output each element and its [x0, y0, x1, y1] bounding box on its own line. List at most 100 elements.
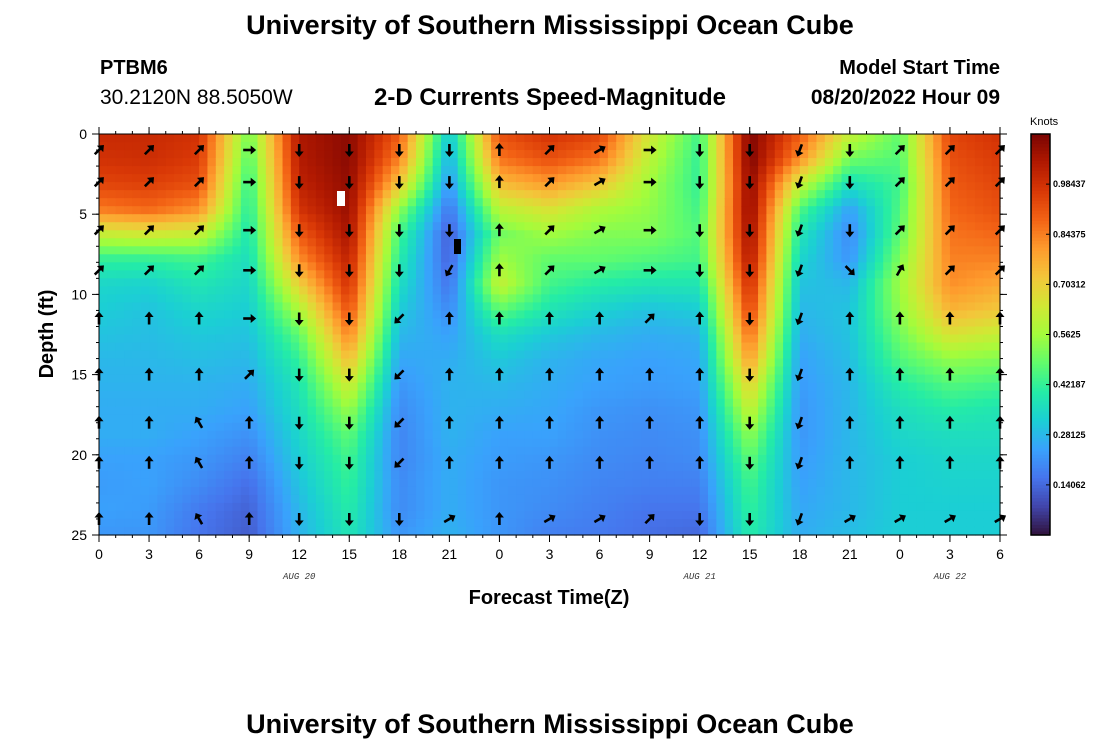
heatmap-cell	[190, 446, 200, 456]
heatmap-cell	[699, 254, 709, 263]
heatmap-cell	[833, 518, 843, 528]
heatmap-cell	[916, 470, 926, 480]
heatmap-cell	[174, 526, 184, 536]
heatmap-cell	[841, 462, 851, 472]
heatmap-cell	[774, 446, 784, 456]
heatmap-cell	[499, 134, 509, 143]
heatmap-cell	[165, 150, 175, 159]
heatmap-cell	[574, 334, 584, 344]
heatmap-cell	[616, 510, 626, 520]
heatmap-cell	[716, 294, 726, 304]
heatmap-cell	[140, 190, 150, 199]
heatmap-cell	[207, 262, 217, 271]
heatmap-cell	[491, 502, 501, 512]
heatmap-cell	[649, 158, 659, 167]
heatmap-cell	[249, 502, 259, 512]
heatmap-cell	[632, 406, 642, 416]
heatmap-cell	[507, 214, 517, 223]
heatmap-cell	[432, 158, 442, 167]
heatmap-cell	[908, 366, 918, 376]
heatmap-cell	[416, 518, 425, 528]
heatmap-cell	[299, 286, 309, 295]
heatmap-cell	[699, 214, 709, 223]
heatmap-cell	[816, 294, 826, 304]
heatmap-cell	[315, 366, 325, 376]
heatmap-cell	[290, 510, 300, 520]
heatmap-cell	[365, 366, 375, 376]
heatmap-cell	[607, 366, 617, 376]
heatmap-cell	[374, 478, 384, 488]
heatmap-cell	[315, 286, 325, 295]
heatmap-cell	[140, 518, 150, 528]
heatmap-cell	[883, 526, 893, 536]
heatmap-cell	[682, 518, 692, 528]
heatmap-cell	[674, 494, 684, 504]
heatmap-cell	[624, 270, 634, 279]
heatmap-cell	[432, 262, 442, 271]
heatmap-cell	[374, 286, 384, 295]
heatmap-cell	[607, 334, 617, 344]
heatmap-cell	[549, 438, 559, 448]
heatmap-cell	[274, 350, 284, 360]
heatmap-cell	[140, 278, 150, 287]
heatmap-cell	[733, 190, 742, 199]
heatmap-cell	[224, 182, 234, 191]
heatmap-cell	[224, 302, 234, 312]
heatmap-cell	[265, 374, 275, 384]
heatmap-cell	[733, 262, 742, 271]
heatmap-cell	[165, 230, 175, 239]
heatmap-cell	[207, 198, 217, 207]
heatmap-cell	[215, 382, 225, 392]
heatmap-cell	[274, 302, 284, 312]
heatmap-cell	[474, 470, 484, 480]
heatmap-cell	[582, 198, 592, 207]
heatmap-cell	[190, 262, 200, 271]
heatmap-cell	[699, 206, 709, 215]
heatmap-cell	[407, 158, 417, 167]
heatmap-cell	[866, 286, 876, 295]
heatmap-cell	[407, 142, 417, 151]
heatmap-cell	[157, 198, 167, 207]
heatmap-cell	[799, 158, 809, 167]
heatmap-cell	[274, 510, 284, 520]
heatmap-cell	[874, 158, 884, 167]
heatmap-cell	[766, 158, 776, 167]
heatmap-cell	[307, 358, 317, 368]
heatmap-cell	[774, 302, 784, 312]
heatmap-cell	[374, 438, 384, 448]
heatmap-cell	[232, 334, 242, 344]
heatmap-cell	[416, 502, 425, 512]
heatmap-cell	[524, 382, 534, 392]
heatmap-cell	[541, 262, 551, 271]
heatmap-cell	[224, 502, 234, 512]
heatmap-cell	[666, 270, 676, 279]
heatmap-cell	[257, 158, 267, 167]
heatmap-cell	[165, 190, 175, 199]
heatmap-cell	[733, 166, 742, 175]
heatmap-cell	[791, 254, 801, 263]
heatmap-cell	[741, 510, 751, 520]
heatmap-cell	[657, 150, 667, 159]
heatmap-cell	[808, 278, 818, 287]
heatmap-cell	[574, 422, 584, 432]
heatmap-cell	[549, 398, 559, 408]
heatmap-cell	[607, 238, 617, 247]
heatmap-cell	[282, 350, 292, 360]
heatmap-cell	[157, 390, 167, 400]
heatmap-cell	[708, 254, 717, 263]
heatmap-cell	[491, 254, 501, 263]
heatmap-cell	[257, 470, 267, 480]
heatmap-cell	[282, 270, 292, 279]
heatmap-cell	[716, 310, 726, 320]
heatmap-cell	[716, 142, 726, 151]
heatmap-cell	[466, 486, 476, 496]
heatmap-cell	[858, 262, 868, 271]
heatmap-cell	[866, 198, 876, 207]
heatmap-cell	[307, 518, 317, 528]
heatmap-cell	[899, 310, 909, 320]
heatmap-cell	[190, 238, 200, 247]
heatmap-cell	[207, 222, 217, 231]
heatmap-cell	[866, 254, 876, 263]
heatmap-cell	[466, 462, 476, 472]
heatmap-cell	[340, 334, 350, 344]
